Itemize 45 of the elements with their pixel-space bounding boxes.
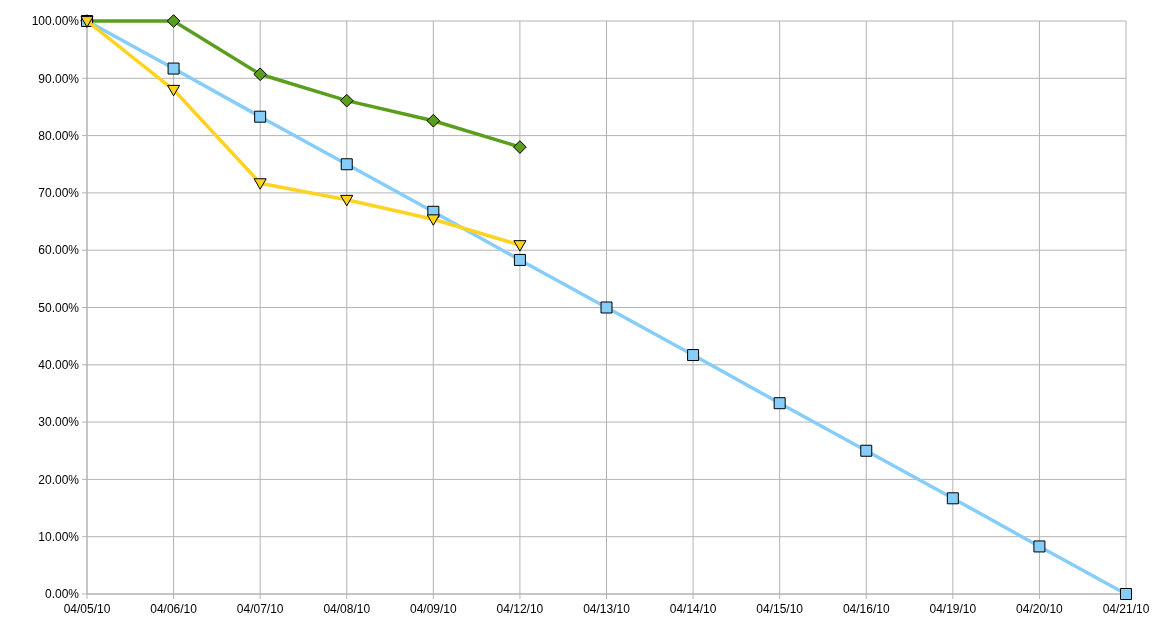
x-tick-label: 04/19/10 xyxy=(929,602,977,616)
y-tick-label: 0.00% xyxy=(44,587,80,602)
point xyxy=(1120,588,1132,600)
point xyxy=(426,214,440,226)
y-tick-label: 30.00% xyxy=(38,415,80,430)
point xyxy=(773,397,786,410)
y-tick-label: 20.00% xyxy=(38,472,80,487)
point xyxy=(946,492,959,505)
point xyxy=(167,62,180,75)
point xyxy=(687,349,700,362)
y-tick-label: 100.00% xyxy=(31,14,80,29)
y-tick-label: 40.00% xyxy=(38,358,80,372)
point xyxy=(600,301,613,314)
point xyxy=(340,194,354,207)
point xyxy=(513,140,527,154)
point xyxy=(253,67,267,82)
point xyxy=(339,93,354,108)
y-tick-label: 90.00% xyxy=(38,71,80,86)
x-tick-label: 04/15/10 xyxy=(756,602,804,616)
point xyxy=(513,253,526,266)
x-tick-label: 04/13/10 xyxy=(583,602,631,616)
point xyxy=(513,240,527,252)
y-tick-label: 10.00% xyxy=(38,529,80,544)
x-tick-label: 04/12/10 xyxy=(496,602,544,616)
x-tick-label: 04/08/10 xyxy=(323,602,371,616)
x-tick-label: 04/06/10 xyxy=(150,602,198,616)
x-tick-label: 04/07/10 xyxy=(236,602,284,616)
point xyxy=(254,110,267,123)
y-tick-label: 50.00% xyxy=(38,300,80,315)
point xyxy=(253,178,267,190)
y-tick-label: 80.00% xyxy=(38,128,80,143)
y-tick-label: 60.00% xyxy=(38,243,80,258)
x-tick-label: 04/21/10 xyxy=(1102,602,1150,616)
x-tick-label: 04/16/10 xyxy=(842,602,890,616)
point xyxy=(426,113,441,128)
x-tick-label: 04/20/10 xyxy=(1016,602,1064,616)
x-tick-label: 04/14/10 xyxy=(669,602,717,616)
x-tick-label: 04/09/10 xyxy=(409,602,458,616)
x-tick-label: 04/05/10 xyxy=(63,602,111,616)
point xyxy=(340,158,353,171)
point xyxy=(860,444,873,457)
y-tick-label: 70.00% xyxy=(38,186,80,201)
point xyxy=(167,84,181,97)
point xyxy=(166,14,181,28)
point xyxy=(1033,540,1046,553)
